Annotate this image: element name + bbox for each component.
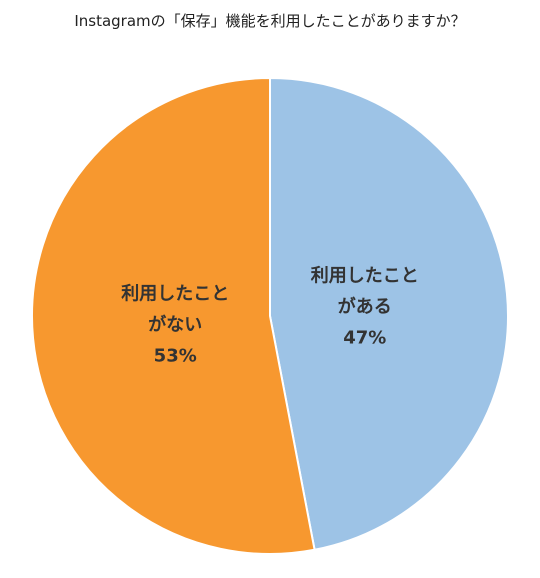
chart-title: Instagramの「保存」機能を利用したことがありますか？ xyxy=(74,12,466,30)
category-label: 利用したことがない xyxy=(121,283,230,336)
value-label: 53% xyxy=(153,345,197,367)
slice-label: 利用したことがある 47% xyxy=(307,261,423,354)
slice-label: 利用したことがない 53% xyxy=(117,278,233,371)
category-label: 利用したことがある xyxy=(310,265,419,318)
pie-slice xyxy=(31,76,316,555)
value-label: 47% xyxy=(343,327,387,349)
pie-slice xyxy=(269,76,509,551)
